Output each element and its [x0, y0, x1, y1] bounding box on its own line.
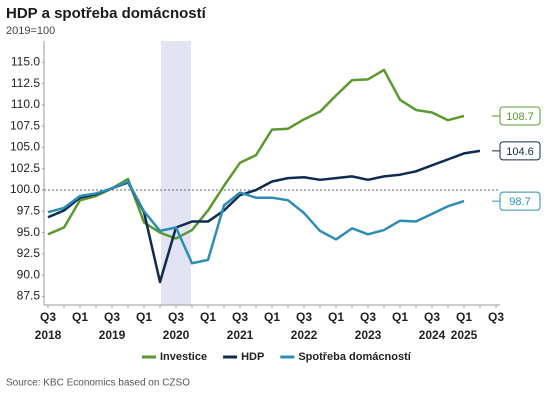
x-tick-label: Q3 — [40, 310, 56, 324]
x-group-label: 2021 — [227, 328, 254, 342]
x-tick-label: Q1 — [392, 310, 408, 324]
chart-subtitle: 2019=100 — [6, 25, 55, 37]
legend-label: Spotřeba domácností — [298, 351, 411, 363]
x-group-label: 2020 — [163, 328, 190, 342]
x-tick-label: Q1 — [72, 310, 88, 324]
x-tick-label: Q3 — [296, 310, 312, 324]
legend-label: Investice — [160, 351, 207, 363]
series-line — [47, 180, 465, 265]
x-tick-label: Q3 — [168, 310, 184, 324]
x-group-label: 2023 — [355, 328, 382, 342]
x-group-label: 2022 — [291, 328, 318, 342]
x-group-label: 2025 — [451, 328, 478, 342]
x-group-label: 2019 — [99, 328, 126, 342]
x-tick-label: Q3 — [488, 310, 504, 324]
series-line — [47, 149, 481, 284]
end-label-box — [499, 141, 541, 161]
y-tick-label: 87.5 — [17, 289, 41, 303]
end-label: 104.6 — [506, 146, 534, 158]
x-group-label: 2018 — [35, 328, 62, 342]
y-tick-label: 107.5 — [10, 118, 40, 132]
y-tick-label: 90.0 — [17, 267, 41, 281]
end-label-box — [499, 191, 541, 211]
y-tick-label: 115.0 — [11, 54, 40, 68]
series-line — [47, 68, 465, 240]
y-tick-label: 95.0 — [17, 225, 41, 239]
y-tick-label: 112.5 — [11, 76, 40, 90]
y-tick-label: 105.0 — [10, 140, 40, 154]
legend-label: HDP — [241, 351, 264, 363]
x-tick-label: Q3 — [360, 310, 376, 324]
chart-title: HDP a spotřeba domácností — [6, 5, 207, 22]
x-tick-label: Q1 — [328, 310, 344, 324]
x-tick-label: Q1 — [456, 310, 472, 324]
y-tick-label: 110.0 — [11, 97, 40, 111]
x-group-label: 2024 — [419, 328, 446, 342]
x-tick-label: Q1 — [136, 310, 152, 324]
y-tick-label: 100.0 — [10, 182, 40, 196]
source-note: Source: KBC Economics based on CZSO — [6, 378, 190, 389]
y-tick-label: 97.5 — [17, 203, 41, 217]
y-tick-label: 102.5 — [10, 161, 40, 175]
end-label-box — [499, 106, 541, 126]
x-tick-label: Q1 — [200, 310, 216, 324]
y-tick-label: 92.5 — [17, 246, 41, 260]
x-tick-label: Q1 — [264, 310, 280, 324]
end-label: 98.7 — [509, 196, 530, 208]
end-label: 108.7 — [506, 111, 534, 123]
x-tick-label: Q3 — [424, 310, 440, 324]
x-tick-label: Q3 — [104, 310, 120, 324]
x-tick-label: Q3 — [232, 310, 248, 324]
